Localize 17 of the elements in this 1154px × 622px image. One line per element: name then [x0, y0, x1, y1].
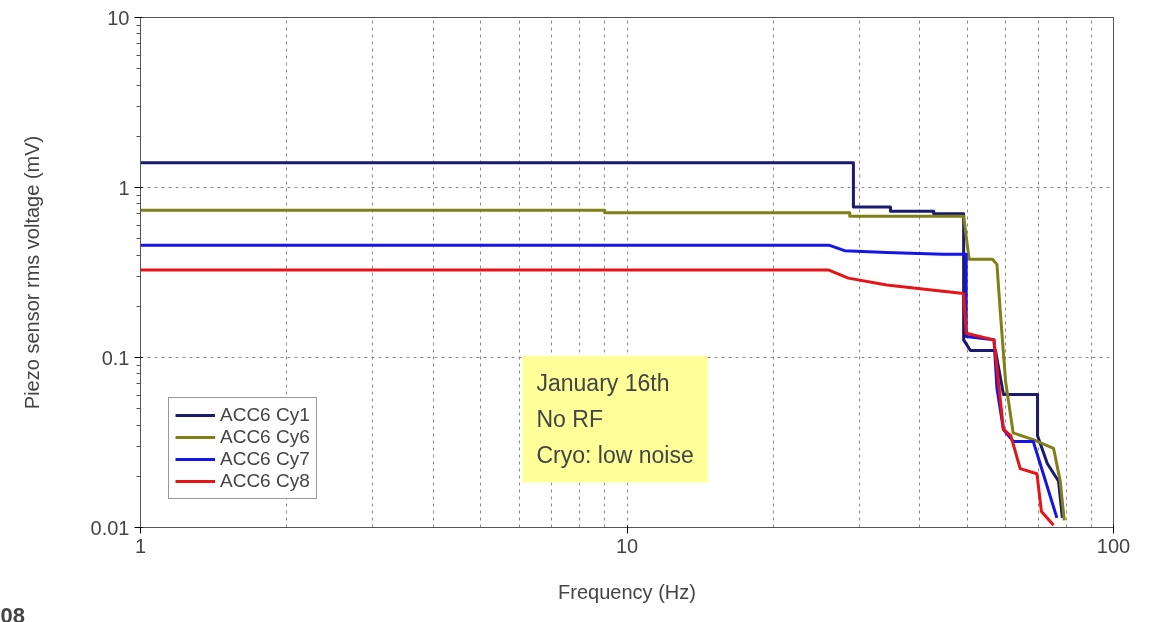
y-tick-label: 0.1 — [101, 346, 130, 369]
x-tick-label: 100 — [1096, 534, 1131, 557]
x-tick-label: 1 — [134, 534, 147, 557]
legend-label: ACC6 Cy7 — [220, 448, 310, 470]
legend-label: ACC6 Cy8 — [220, 470, 310, 492]
y-axis-title: Piezo sensor rms voltage (mV) — [20, 135, 43, 410]
annotation: Cryo: low noise — [536, 442, 694, 469]
legend-label: ACC6 Cy1 — [220, 404, 310, 426]
y-tick-label: 1 — [118, 176, 130, 199]
x-tick-label: 10 — [615, 534, 639, 557]
legend-label: ACC6 Cy6 — [220, 426, 310, 448]
y-tick-label: 10 — [107, 6, 130, 29]
annotation: No RF — [536, 406, 603, 433]
annotation: January 16th — [536, 369, 670, 396]
x-axis-title: Frequency (Hz) — [558, 580, 696, 603]
text: 08 — [0, 602, 25, 622]
y-tick-label: 0.01 — [90, 516, 130, 539]
